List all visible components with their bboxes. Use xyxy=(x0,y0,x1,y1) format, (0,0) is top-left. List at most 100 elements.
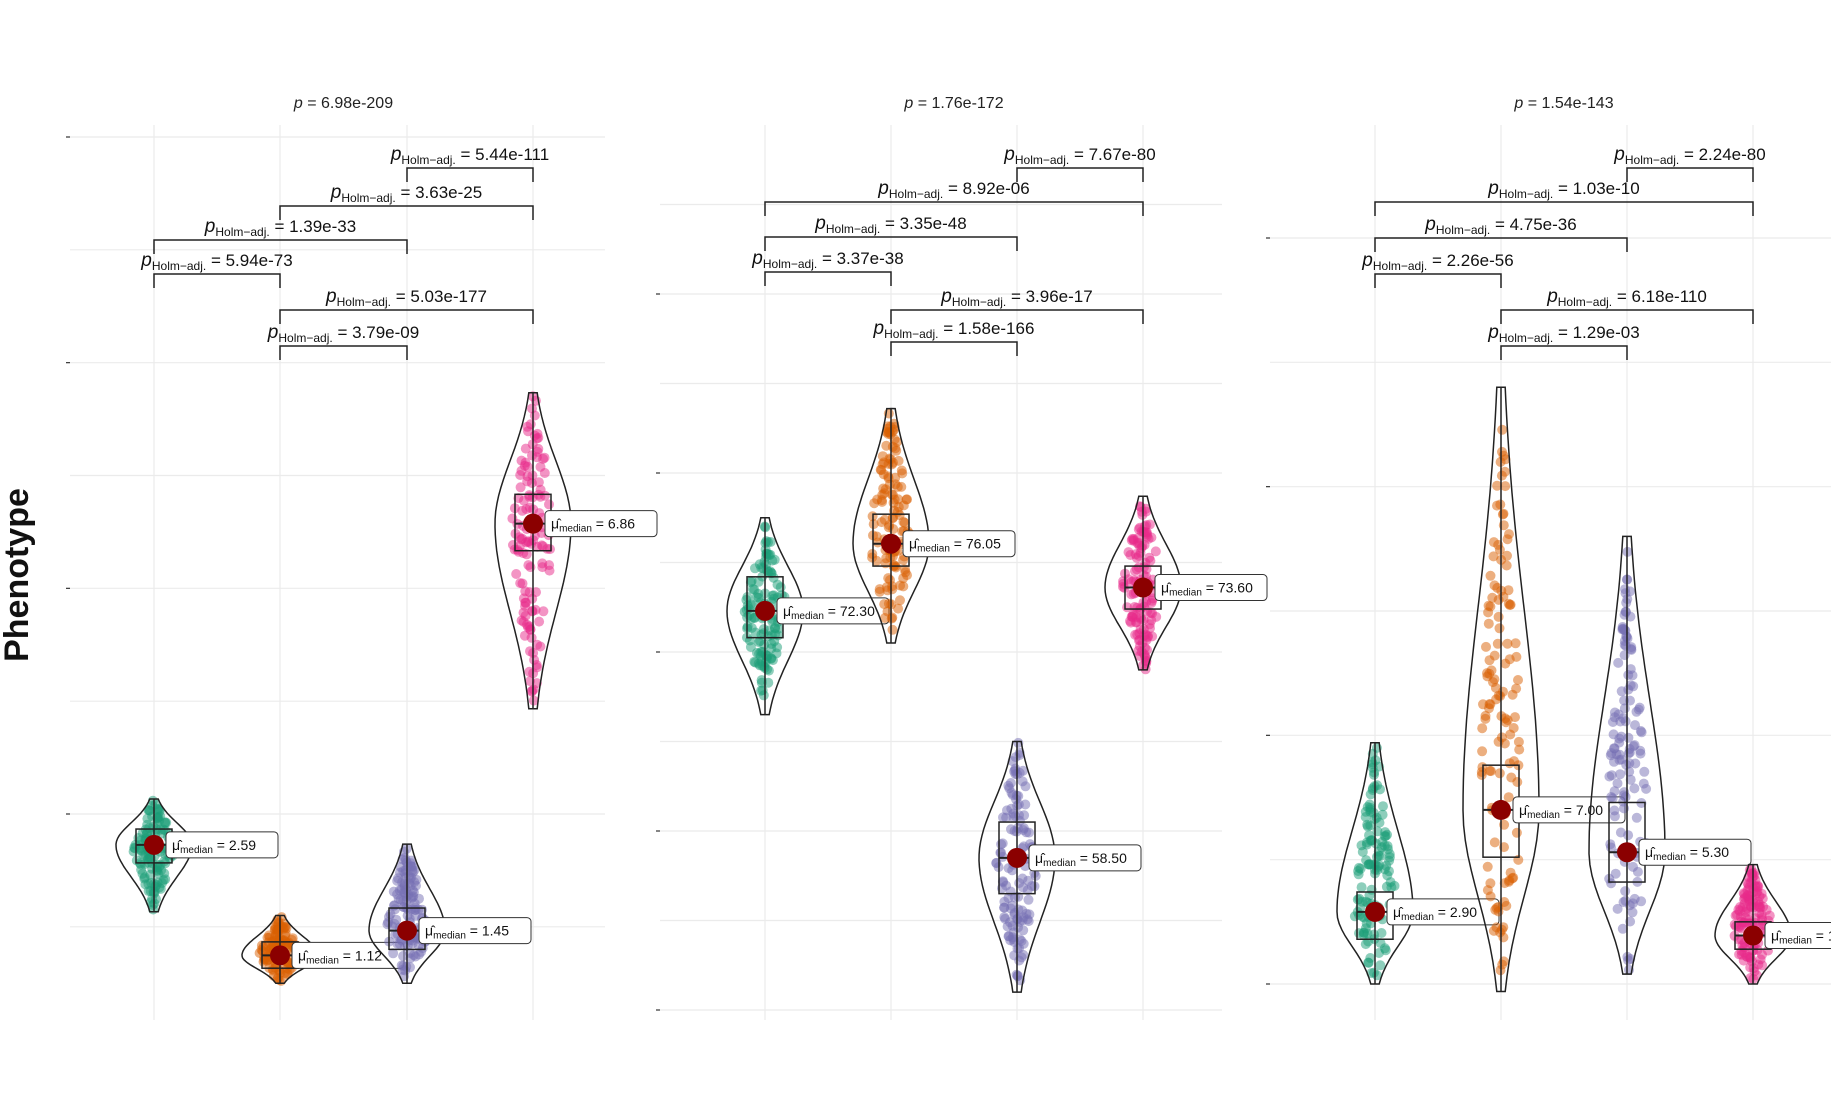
bracket-p-subscript: Holm−adj. xyxy=(763,257,817,271)
data-point xyxy=(1142,531,1152,542)
median-label: μ̂median = 1.95 xyxy=(1771,928,1831,947)
data-point xyxy=(898,573,909,584)
data-point xyxy=(1498,508,1509,519)
comparison-bracket: pHolm−adj. = 1.39e-33 xyxy=(153,216,408,254)
data-point xyxy=(1480,713,1491,724)
data-point xyxy=(528,695,539,706)
bracket-p-symbol: p xyxy=(1487,322,1499,343)
violin-group-ds: μ̂median = 2.90 xyxy=(1336,742,1500,985)
median-symbol: μ̂ xyxy=(1645,844,1656,860)
median-label: μ̂median = 1.12 xyxy=(298,947,382,966)
jitter-points xyxy=(1476,424,1525,976)
y-axis-label: Phenotype xyxy=(0,488,36,662)
data-point xyxy=(520,586,531,597)
data-point xyxy=(766,639,777,649)
median-label-box xyxy=(1638,838,1752,866)
data-point xyxy=(1482,861,1493,872)
data-point xyxy=(1503,585,1514,596)
data-point xyxy=(745,577,756,588)
bracket-line xyxy=(1500,309,1754,324)
bracket-label: pHolm−adj. = 5.44e-111 xyxy=(390,144,549,167)
data-point xyxy=(1484,655,1495,666)
data-point xyxy=(1018,925,1029,936)
comparison-bracket: pHolm−adj. = 7.67e-80 xyxy=(1003,144,1156,182)
data-point xyxy=(397,877,408,888)
comparison-bracket: pHolm−adj. = 5.44e-111 xyxy=(390,144,549,182)
bracket-p-symbol: p xyxy=(204,216,216,237)
bracket-p-subscript: Holm−adj. xyxy=(1499,187,1553,201)
median-value: = 1.45 xyxy=(466,923,509,939)
data-point xyxy=(1499,466,1510,477)
comparison-bracket: pHolm−adj. = 8.92e-06 xyxy=(764,178,1144,216)
violin-group-ww: μ̂median = 73.60 xyxy=(1104,495,1268,675)
data-point xyxy=(1494,768,1505,779)
bracket-p-value: = 5.94e-73 xyxy=(206,251,293,270)
bracket-line xyxy=(1374,273,1502,288)
data-point xyxy=(872,537,883,548)
median-value: = 1.95 xyxy=(1812,928,1831,944)
median-value: = 2.90 xyxy=(1434,904,1477,920)
data-point xyxy=(1627,907,1638,918)
data-point xyxy=(1365,820,1376,831)
bracket-p-subscript: Holm−adj. xyxy=(952,295,1006,309)
data-point xyxy=(763,665,774,676)
bracket-label: pHolm−adj. = 8.92e-06 xyxy=(877,178,1029,201)
median-label: μ̂median = 7.00 xyxy=(1519,802,1603,821)
data-point xyxy=(539,490,550,501)
grid xyxy=(660,125,1222,1020)
comparison-bracket: pHolm−adj. = 4.75e-36 xyxy=(1374,214,1628,252)
median-label: μ̂median = 1.45 xyxy=(425,923,509,942)
median-label-box xyxy=(165,831,279,859)
median-label: μ̂median = 73.60 xyxy=(1161,580,1253,599)
data-point xyxy=(1007,900,1018,911)
data-point xyxy=(1631,706,1642,717)
data-point xyxy=(1606,748,1617,759)
violin-group-hs: μ̂median = 5.30 xyxy=(1588,535,1752,975)
bracket-p-symbol: p xyxy=(390,144,402,165)
bracket-label: pHolm−adj. = 1.29e-03 xyxy=(1487,322,1639,345)
violin-group-ww: μ̂median = 6.86 xyxy=(494,391,658,710)
bracket-p-value: = 4.75e-36 xyxy=(1490,215,1577,234)
bracket-p-subscript: Holm−adj. xyxy=(1436,223,1490,237)
bracket-p-value: = 5.44e-111 xyxy=(456,145,549,164)
data-point xyxy=(887,581,898,592)
data-point xyxy=(1476,767,1487,777)
median-label: μ̂median = 2.59 xyxy=(172,837,256,856)
median-symbol: μ̂ xyxy=(551,516,562,532)
data-point xyxy=(135,859,146,870)
bracket-p-symbol: p xyxy=(325,286,337,307)
data-point xyxy=(1384,849,1395,860)
median-subscript: median xyxy=(917,544,950,555)
data-point xyxy=(533,443,544,454)
data-point xyxy=(1010,752,1021,763)
data-point xyxy=(1617,923,1628,934)
comparison-bracket: pHolm−adj. = 1.29e-03 xyxy=(1487,322,1640,360)
median-symbol: μ̂ xyxy=(425,923,436,939)
data-point xyxy=(1620,791,1631,802)
comparison-bracket: pHolm−adj. = 2.24e-80 xyxy=(1613,144,1766,182)
data-point xyxy=(1365,953,1376,963)
data-point xyxy=(1618,897,1629,908)
data-point xyxy=(1491,694,1502,705)
data-point xyxy=(144,805,155,816)
data-point xyxy=(1606,770,1617,781)
data-point xyxy=(1636,896,1647,907)
bracket-p-symbol: p xyxy=(940,286,952,307)
data-point xyxy=(1639,766,1650,777)
data-point xyxy=(1503,792,1514,803)
data-point xyxy=(398,951,409,961)
bracket-p-subscript: Holm−adj. xyxy=(337,295,391,309)
median-value: = 5.30 xyxy=(1686,844,1729,860)
data-point xyxy=(522,421,533,432)
bracket-p-value: = 5.03e-177 xyxy=(391,287,487,306)
data-point xyxy=(1620,886,1631,897)
data-point xyxy=(893,502,904,512)
bracket-p-symbol: p xyxy=(267,322,279,343)
bracket-p-symbol: p xyxy=(330,182,342,203)
bracket-p-symbol: p xyxy=(1546,286,1558,307)
bracket-line xyxy=(1374,237,1628,252)
data-point xyxy=(531,660,542,670)
data-point xyxy=(1609,786,1620,797)
